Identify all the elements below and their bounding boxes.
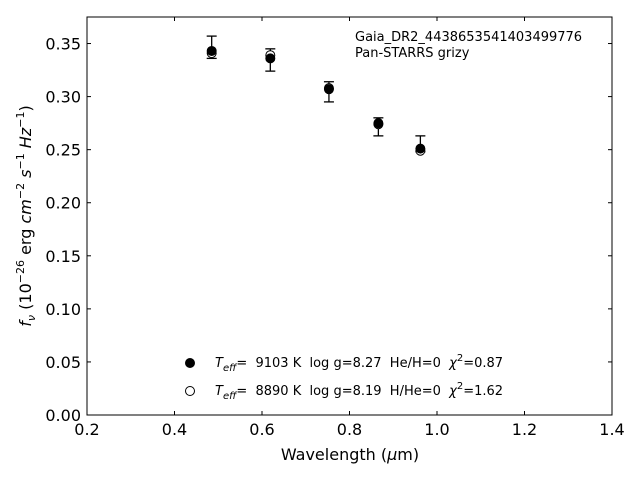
y-tick-label: 0.10 <box>45 300 81 319</box>
point-filled <box>373 118 384 129</box>
y-axis-label: fν (10−26 erg cm−2 s−1 Hz−1) <box>14 105 38 326</box>
legend: Teff= 9103 K log g=8.27 He/H=0 χ2=0.87 T… <box>185 353 503 402</box>
point-filled <box>206 45 217 56</box>
axis-tick-labels: 0.2 0.4 0.6 0.8 1.0 1.2 1.4 0.00 0.05 0.10 0.15 0.2… <box>45 35 624 439</box>
y-tick-label: 0.30 <box>45 88 81 107</box>
y-tick-label: 0.20 <box>45 194 81 213</box>
legend-marker-open <box>185 386 195 396</box>
y-tick-label: 0.00 <box>45 406 81 425</box>
point-filled <box>415 143 426 154</box>
legend-marker-filled <box>185 358 195 368</box>
y-tick-label: 0.15 <box>45 247 81 266</box>
data-points <box>206 45 426 156</box>
x-axis-label: Wavelength (μm) <box>281 445 419 464</box>
point-filled <box>323 84 334 95</box>
y-tick-label: 0.35 <box>45 35 81 54</box>
x-tick-label: 0.2 <box>74 420 99 439</box>
x-tick-label: 1.4 <box>599 420 624 439</box>
x-tick-label: 0.4 <box>162 420 187 439</box>
axis-ticks <box>86 17 613 416</box>
x-tick-label: 0.8 <box>337 420 362 439</box>
legend-entry-2: Teff= 8890 K log g=8.19 H/He=0 χ2=1.62 <box>215 381 503 402</box>
legend-entry-1: Teff= 9103 K log g=8.27 He/H=0 χ2=0.87 <box>215 353 503 374</box>
y-tick-label: 0.05 <box>45 353 81 372</box>
x-tick-label: 1.0 <box>424 420 449 439</box>
x-tick-label: 0.6 <box>249 420 274 439</box>
point-filled <box>265 53 276 64</box>
annotation-survey: Pan-STARRS grizy <box>355 46 470 61</box>
x-tick-label: 1.2 <box>512 420 537 439</box>
annotation-object-id: Gaia_DR2_4438653541403499776 <box>355 30 582 45</box>
y-tick-label: 0.25 <box>45 141 81 160</box>
